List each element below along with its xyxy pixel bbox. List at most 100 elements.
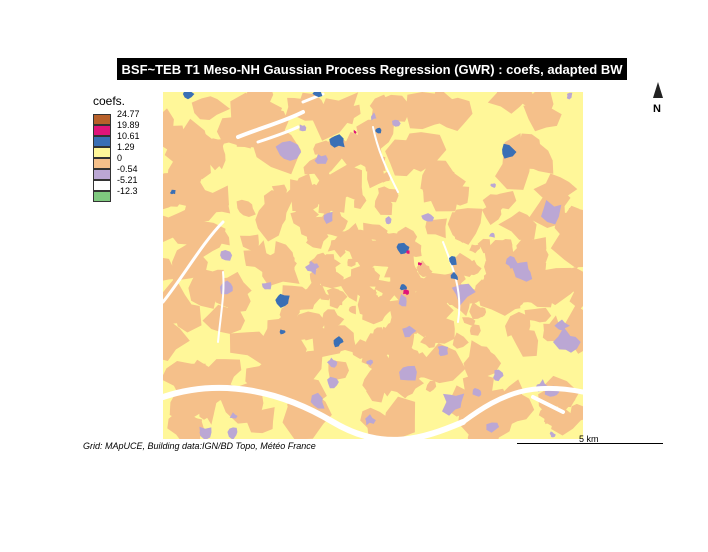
orange-patch [324, 256, 341, 272]
orange-patch [313, 140, 332, 158]
lavender-patch [541, 200, 562, 225]
orange-patch [477, 238, 491, 254]
lavender-patch [229, 412, 238, 419]
orange-patch [271, 184, 287, 198]
orange-patch [348, 305, 356, 315]
orange-patch [360, 407, 392, 434]
map-title: BSF~TEB T1 Meso-NH Gaussian Process Regr… [117, 58, 627, 80]
orange-patch [317, 267, 344, 289]
orange-patch [478, 292, 488, 302]
orange-patch [365, 344, 390, 373]
orange-patch [385, 139, 422, 177]
orange-patch [396, 341, 420, 365]
lavender-patch [366, 359, 374, 366]
orange-patch [436, 97, 473, 131]
legend-item: 0 [93, 153, 125, 169]
orange-patch [163, 318, 190, 361]
orange-patch [424, 343, 466, 384]
orange-patch [357, 289, 380, 319]
orange-patch [434, 164, 453, 187]
lavender-patch [261, 282, 272, 290]
lavender-patch [442, 393, 465, 416]
blue-patch [502, 143, 517, 159]
orange-patch [323, 322, 337, 338]
legend-swatch [93, 114, 111, 125]
lavender-patch [327, 357, 338, 368]
orange-patch [452, 332, 469, 349]
orange-patch [205, 359, 242, 397]
orange-patch [451, 186, 470, 206]
road-or-river [163, 220, 225, 304]
orange-patch [288, 305, 300, 321]
road-or-river [460, 385, 583, 425]
lavender-patch [490, 183, 496, 188]
lavender-patch [399, 365, 417, 381]
legend-swatch [93, 180, 111, 191]
road-or-river [163, 384, 466, 439]
orange-patch [505, 311, 531, 337]
lavender-patch [220, 250, 233, 261]
lavender-patch [472, 388, 482, 397]
legend-rows: 24.77 19.89 10.61 1.29 0 -0.54 -5.21 -12.3 [93, 109, 140, 202]
lavender-patch [371, 112, 377, 121]
orange-patch [464, 259, 482, 276]
legend-label: 24.77 [117, 109, 140, 119]
orange-patch [451, 208, 483, 245]
orange-patch [498, 211, 537, 240]
blue-patch [312, 92, 323, 98]
orange-patch [554, 212, 576, 238]
coef-19.89-patches [353, 129, 422, 295]
orange-patch [363, 222, 388, 241]
coef-10.61-patches [169, 92, 517, 348]
orange-patch [375, 251, 393, 266]
choropleth-map[interactable] [163, 92, 583, 439]
orange-patch [417, 110, 437, 122]
orange-patch [412, 317, 425, 332]
orange-patch [372, 104, 394, 134]
orange-patch [542, 315, 563, 342]
blue-patch [375, 127, 382, 134]
orange-patch [495, 392, 535, 427]
orange-patch [283, 179, 313, 202]
north-arrow-icon [653, 82, 663, 98]
orange-patch [374, 189, 393, 215]
north-label: N [653, 103, 661, 115]
legend-item: 19.89 [93, 120, 140, 136]
orange-patch [343, 136, 383, 169]
orange-patch [523, 98, 562, 132]
orange-patch [191, 96, 231, 120]
lavender-patch [275, 140, 302, 161]
blue-patch [275, 293, 290, 308]
data-credit: Grid: MApUCE, Building data:IGN/BD Topo,… [83, 441, 316, 451]
orange-patch [224, 289, 251, 312]
orange-patch [354, 192, 367, 209]
orange-patch [329, 164, 364, 207]
lavender-patch [314, 154, 328, 164]
orange-patch [384, 258, 402, 281]
lavender-patch [421, 213, 435, 222]
orange-patch [163, 215, 179, 242]
orange-patch [321, 205, 348, 237]
orange-patch [243, 240, 277, 274]
legend-swatch [93, 136, 111, 147]
lavender-patch [566, 92, 573, 100]
lavender-patch [327, 376, 339, 389]
orange-patch [428, 285, 446, 306]
orange-patch [488, 191, 517, 210]
orange-patch [469, 324, 481, 336]
lavender-patch [489, 232, 495, 238]
blue-patch [329, 134, 345, 148]
orange-patch [462, 317, 476, 327]
coef-neg-0.54-patches [199, 92, 581, 439]
lavender-patch [385, 216, 392, 225]
orange-patch [229, 331, 271, 368]
orange-patch [367, 165, 386, 189]
scale-bar-label: 5 km [579, 434, 599, 444]
orange-patch [326, 287, 343, 306]
road-or-river [372, 126, 399, 193]
legend: coefs. 24.77 19.89 10.61 1.29 0 -0.54 -5.21 -12… [93, 94, 140, 202]
legend-label: -5.21 [117, 175, 138, 185]
orange-patch [318, 196, 339, 214]
lavender-patch [437, 345, 448, 357]
blue-patch [449, 256, 457, 266]
